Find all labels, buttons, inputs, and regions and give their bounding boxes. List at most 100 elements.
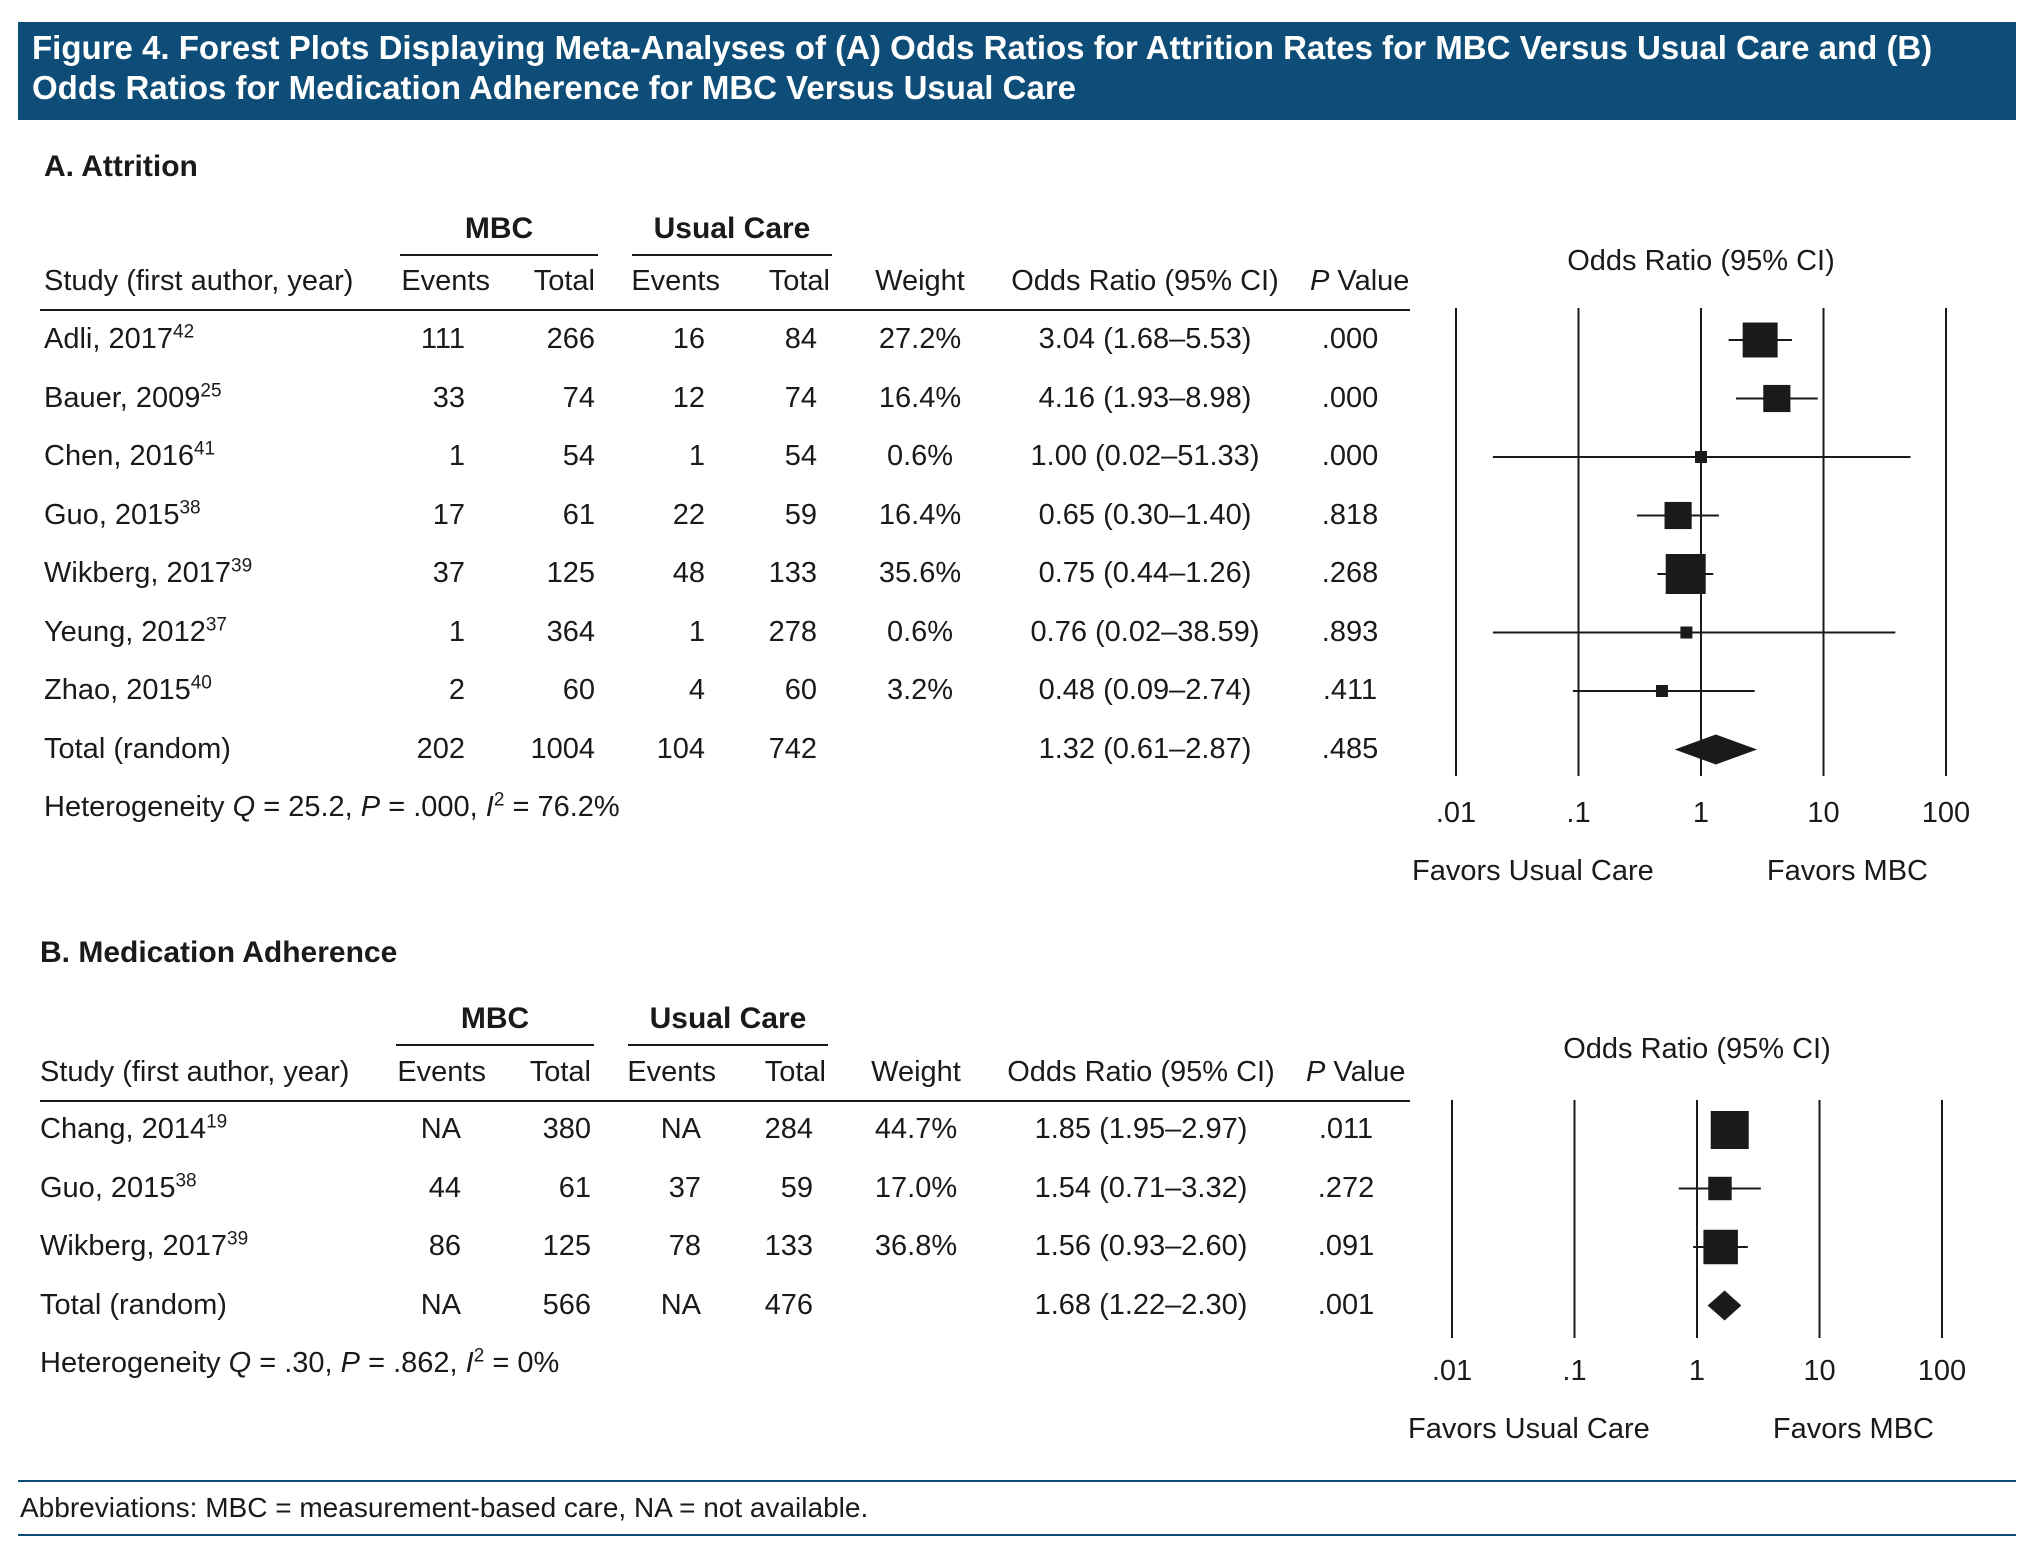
table-row-weight: 17.0% xyxy=(874,1171,958,1204)
table-row-mbc-events: 1 xyxy=(448,615,465,648)
point-estimate-square xyxy=(1680,626,1693,639)
table-row-mbc-total: 266 xyxy=(546,323,595,355)
tick-label: 10 xyxy=(1807,797,1839,829)
table-row-uc-total: 133 xyxy=(768,557,817,589)
group-rule-usual-care xyxy=(628,1044,828,1046)
col-header-study: Study (first author, year) xyxy=(44,265,354,297)
table-row-p-value: .272 xyxy=(1317,1171,1375,1204)
table-row-study: Yeung, 201237 xyxy=(44,613,227,648)
col-header-uc-total: Total xyxy=(764,1056,826,1088)
table-row-mbc-total: 364 xyxy=(546,615,595,648)
group-header-usual-care: Usual Care xyxy=(653,212,811,245)
col-header-study: Study (first author, year) xyxy=(40,1056,350,1088)
q-symbol: Q xyxy=(232,791,256,823)
table-row-p-value: .818 xyxy=(1321,498,1379,531)
reference-superscript: 19 xyxy=(206,1111,228,1133)
col-header-p-value: P Value xyxy=(1306,1056,1406,1088)
figure-title: Figure 4. Forest Plots Displaying Meta-A… xyxy=(18,22,2016,120)
table-row-uc-events: 12 xyxy=(672,381,705,414)
table-row-uc-total: 59 xyxy=(780,1171,813,1204)
point-estimate-square xyxy=(1703,1229,1738,1265)
panel-b-forest-plot: Odds Ratio (95% CI) .01 .1 1 10 100 Favors Usu… xyxy=(1408,1033,1966,1445)
table-row-odds-ratio: 1.85 (1.95–2.97) xyxy=(1034,1113,1248,1145)
table-row-mbc-total: 60 xyxy=(562,674,595,706)
group-rule-mbc xyxy=(400,254,598,256)
col-header-mbc-events: Events xyxy=(397,1056,486,1088)
table-row-mbc-total: 61 xyxy=(562,498,595,531)
table-row-odds-ratio: 1.56 (0.93–2.60) xyxy=(1034,1230,1248,1262)
table-row-p-value: .011 xyxy=(1318,1113,1374,1145)
total-row-uc-events: NA xyxy=(660,1288,701,1321)
reference-superscript: 41 xyxy=(193,438,216,460)
table-row-p-value: .000 xyxy=(1321,440,1379,472)
table-row-uc-events: 22 xyxy=(672,498,705,531)
table-row-mbc-total: 125 xyxy=(546,557,595,589)
table-row-uc-events: 1 xyxy=(688,440,705,472)
p-symbol: P xyxy=(360,791,381,823)
i-squared-superscript: 2 xyxy=(473,1345,485,1367)
table-row-odds-ratio: 0.76 (0.02–38.59) xyxy=(1030,615,1260,648)
favors-mbc-label: Favors MBC xyxy=(1773,1413,1934,1445)
table-row-mbc-events: 33 xyxy=(432,381,465,414)
table-row-weight: 35.6% xyxy=(878,557,962,589)
table-row-uc-events: 4 xyxy=(688,674,705,706)
tick-label: .1 xyxy=(1562,1355,1586,1387)
tick-label: .01 xyxy=(1432,1355,1472,1387)
table-row-study: Guo, 201538 xyxy=(40,1169,197,1204)
col-header-weight: Weight xyxy=(875,265,965,297)
table-row-mbc-total: 54 xyxy=(562,440,595,472)
point-estimate-square xyxy=(1664,501,1692,530)
group-header-mbc: MBC xyxy=(464,212,534,245)
table-row-study: Chang, 201419 xyxy=(40,1111,228,1145)
group-rule-mbc xyxy=(396,1044,594,1046)
point-estimate-square xyxy=(1695,451,1707,463)
col-header-uc-total: Total xyxy=(768,265,830,297)
table-row-uc-total: 60 xyxy=(784,674,817,706)
table-row-weight: 3.2% xyxy=(886,674,954,706)
total-row-uc-total: 476 xyxy=(764,1288,813,1321)
table-row-p-value: .411 xyxy=(1322,674,1378,706)
table-row-uc-total: 74 xyxy=(784,381,817,414)
point-estimate-square xyxy=(1742,322,1778,358)
i-symbol: I xyxy=(465,1347,474,1379)
reference-superscript: 39 xyxy=(231,555,253,577)
pooled-diamond xyxy=(1674,734,1758,765)
table-row-mbc-events: 86 xyxy=(428,1230,461,1262)
reference-superscript: 38 xyxy=(175,1169,197,1191)
plot-title: Odds Ratio (95% CI) xyxy=(1567,245,1835,277)
table-row-uc-total: 133 xyxy=(764,1230,813,1262)
point-estimate-square xyxy=(1655,685,1668,697)
total-row-study: Total (random) xyxy=(44,732,231,765)
section-label: B. Medication Adherence xyxy=(40,936,398,969)
point-estimate-square xyxy=(1710,1111,1749,1149)
table-row-study: Adli, 201742 xyxy=(44,321,195,355)
total-row-mbc-total: 1004 xyxy=(530,732,595,765)
table-row-weight: 16.4% xyxy=(878,381,962,414)
i-symbol: I xyxy=(485,791,494,823)
table-row-uc-events: 1 xyxy=(688,615,705,648)
total-row-odds-ratio: 1.32 (0.61–2.87) xyxy=(1038,732,1252,765)
table-row-uc-total: 59 xyxy=(784,498,817,531)
table-row-study: Guo, 201538 xyxy=(44,496,201,531)
figure-title-line1: Figure 4. Forest Plots Displaying Meta-A… xyxy=(32,29,1933,66)
table-row-uc-total: 284 xyxy=(764,1113,813,1145)
table-row-weight: 27.2% xyxy=(878,323,962,355)
table-row-study: Chen, 201641 xyxy=(44,438,216,472)
table-row-uc-events: 37 xyxy=(668,1171,701,1204)
p-symbol: P xyxy=(1306,1056,1326,1088)
table-row-uc-events: 78 xyxy=(668,1230,701,1262)
table-row-odds-ratio: 1.00 (0.02–51.33) xyxy=(1030,440,1260,472)
table-row-weight: 44.7% xyxy=(874,1113,958,1145)
pooled-diamond xyxy=(1707,1290,1742,1321)
table-row-mbc-events: 44 xyxy=(428,1171,461,1204)
reference-superscript: 37 xyxy=(205,613,227,635)
heterogeneity-stats: Heterogeneity Q = .30, P = .862, I2 = 0% xyxy=(40,1345,560,1379)
table-row-mbc-events: 17 xyxy=(432,498,465,531)
table-row-weight: 0.6% xyxy=(886,615,954,648)
reference-superscript: 39 xyxy=(227,1228,249,1250)
favors-usual-care-label: Favors Usual Care xyxy=(1408,1413,1650,1445)
group-header-mbc: MBC xyxy=(460,1002,530,1035)
footer-rule-top xyxy=(18,1480,2016,1482)
header-rule xyxy=(40,1100,1410,1102)
total-row-odds-ratio: 1.68 (1.22–2.30) xyxy=(1034,1288,1248,1321)
